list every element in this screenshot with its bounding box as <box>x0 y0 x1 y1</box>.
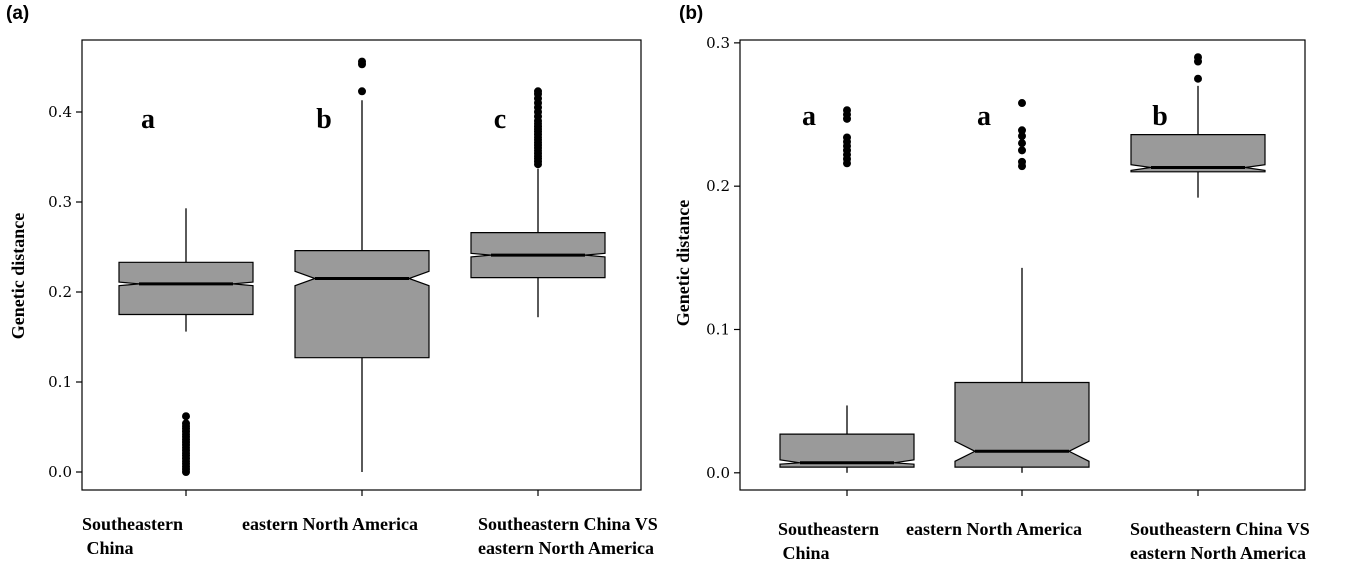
panel-b-tag: (b) <box>679 3 703 24</box>
panel-a-outlier-point <box>358 87 366 96</box>
panel-a-category-label: eastern North America <box>478 538 654 558</box>
panel-a-significance-letter-1: a <box>141 104 155 135</box>
panel-b-significance-letter-3: b <box>1152 101 1168 132</box>
panel-a-outlier-point <box>358 57 366 66</box>
panel-b-y-tick-label: 0.0 <box>706 464 730 482</box>
panel-a-y-tick-label: 0.4 <box>48 103 72 121</box>
panel-b-y-tick-label: 0.3 <box>706 34 730 52</box>
panel-a-significance-letter-2: b <box>316 104 332 135</box>
panel-b-box-1 <box>779 433 915 468</box>
panel-a-y-axis-title: Genetic distance <box>8 213 28 339</box>
panel-b-outlier-point <box>1018 132 1026 141</box>
panel-a-box-1 <box>118 261 254 316</box>
panel-a-category-label: Southeastern <box>82 514 183 534</box>
panel-a-y-tick-label: 0.3 <box>48 193 72 211</box>
panel-a-tag: (a) <box>6 3 29 24</box>
panel-b-plot: 0.0 0.1 0.2 0.3 a Southeastern China a eastern … <box>706 34 1310 563</box>
panel-b-outlier-point <box>1018 157 1026 166</box>
panel-a-outlier-point <box>534 87 542 96</box>
panel-b-category-label: eastern North America <box>1130 543 1306 563</box>
panel-b-box-3 <box>1130 134 1266 173</box>
panel-b-category-label: Southeastern China VS <box>1130 519 1310 539</box>
panel-b-outlier-point <box>1018 99 1026 108</box>
panel-b-outlier-point <box>843 133 851 142</box>
panel-a-y-tick-label: 0.1 <box>48 373 72 391</box>
panel-b-category-label: Southeastern <box>778 519 879 539</box>
panel-b-outlier-point <box>843 106 851 115</box>
panel-a-y-tick-label: 0.0 <box>48 463 72 481</box>
panel-a-box-2 <box>294 250 430 359</box>
panel-b-y-tick-label: 0.2 <box>706 177 730 195</box>
panel-b-y-axis-title: Genetic distance <box>673 200 693 326</box>
panel-a-category-label: China <box>82 538 134 558</box>
panel-b-outlier-point <box>1018 146 1026 155</box>
panel-a-outlier-point <box>182 419 190 428</box>
panel-a-category-label: eastern North America <box>242 514 418 534</box>
panel-b-outlier-point <box>1194 74 1202 83</box>
panel-b-outlier-point <box>1018 126 1026 135</box>
panel-b-significance-letter-1: a <box>802 101 816 132</box>
panel-a-plot: 0.0 0.1 0.2 0.3 0.4 a Southeastern China b easte… <box>48 39 658 558</box>
panel-a-category-label: Southeastern China VS <box>478 514 658 534</box>
panel-b-outlier-point <box>1194 53 1202 62</box>
panel-b-box-2 <box>954 381 1090 468</box>
panel-a-outlier-point <box>182 412 190 421</box>
panel-b-category-label: eastern North America <box>906 519 1082 539</box>
panel-a-y-tick-label: 0.2 <box>48 283 72 301</box>
panel-b-outlier-point <box>1018 139 1026 148</box>
panel-b-significance-letter-2: a <box>977 101 991 132</box>
panel-b-category-label: China <box>778 543 830 563</box>
panel-b-y-tick-label: 0.1 <box>706 320 730 338</box>
panel-a-significance-letter-3: c <box>494 104 506 135</box>
